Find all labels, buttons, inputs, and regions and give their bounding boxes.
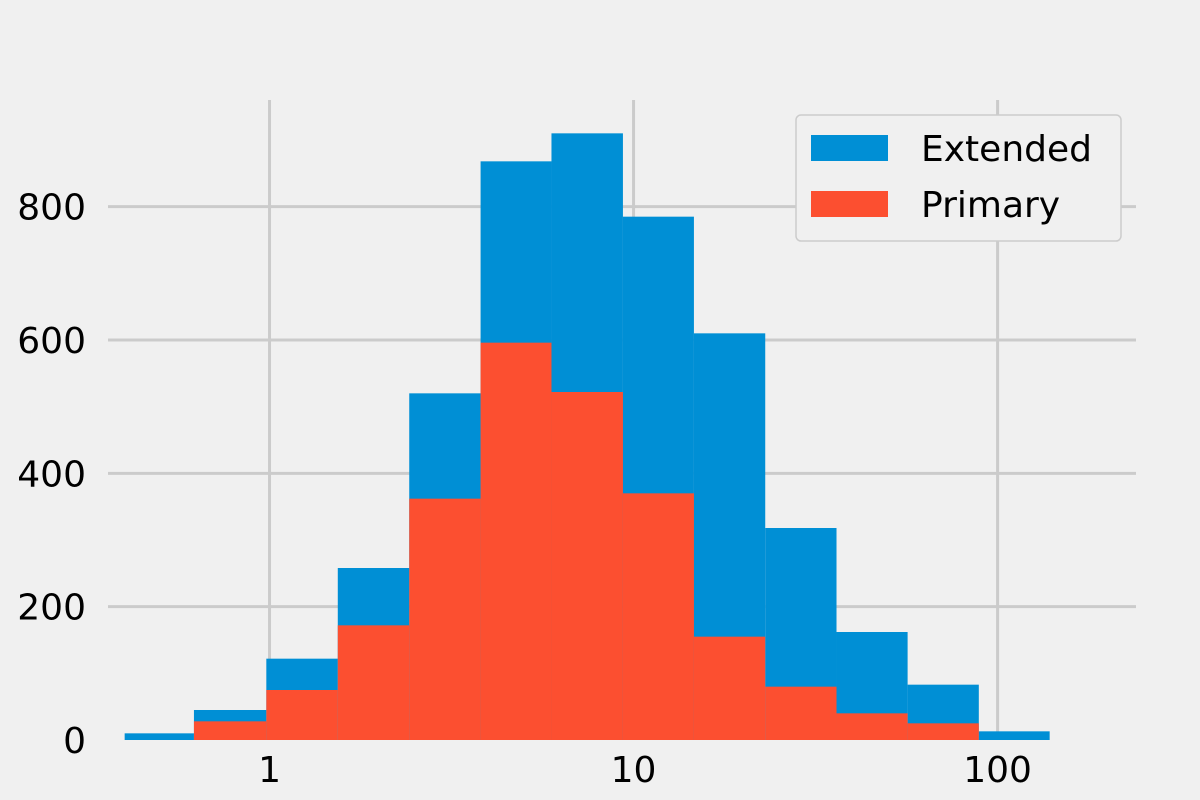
bar-extended [124, 733, 194, 740]
legend: Extended Primary [795, 114, 1122, 242]
bar-primary [765, 686, 837, 740]
bar-extended [978, 731, 1050, 740]
bar-primary [193, 721, 267, 740]
legend-swatch-primary [811, 191, 888, 217]
legend-label-extended: Extended [921, 129, 1092, 170]
bar-primary [337, 625, 410, 740]
legend-swatch-extended [811, 135, 888, 161]
y-tick-label: 600 [17, 321, 86, 362]
bar-primary [409, 498, 481, 740]
bar-primary [480, 342, 552, 740]
x-axis-tick-labels: 1 10 100 [258, 750, 1032, 791]
y-tick-label: 0 [63, 721, 86, 762]
bar-primary [693, 636, 766, 740]
y-tick-label: 200 [17, 588, 86, 629]
bar-primary [551, 392, 623, 740]
y-tick-label: 400 [17, 454, 86, 495]
bar-primary [836, 713, 908, 740]
series-primary-bars [193, 342, 979, 740]
bar-primary [266, 690, 338, 740]
legend-label-primary: Primary [921, 185, 1060, 226]
y-axis-tick-labels: 0 200 400 600 800 [17, 188, 86, 762]
bar-primary [907, 723, 979, 740]
x-tick-label: 1 [258, 750, 281, 791]
bar-primary [622, 493, 694, 740]
x-tick-label: 100 [963, 750, 1032, 791]
x-tick-label: 10 [611, 750, 657, 791]
y-tick-label: 800 [17, 188, 86, 229]
